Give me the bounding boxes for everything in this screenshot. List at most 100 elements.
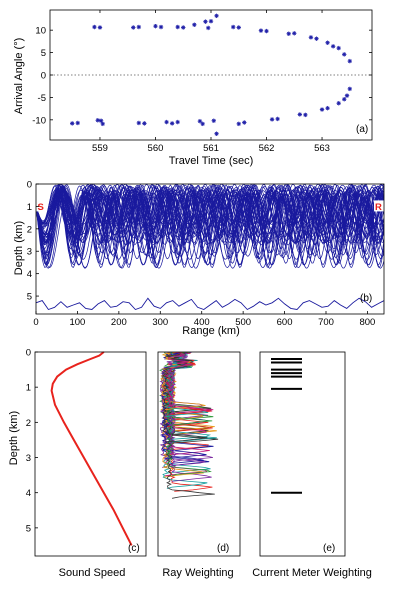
data-point-3 [97,25,103,30]
x-tick-label: 400 [194,317,210,328]
data-point-0 [70,121,75,126]
data-point-49 [344,93,350,98]
data-point-39 [308,35,314,40]
sound-speed-line [50,351,133,546]
data-point-1 [75,120,80,126]
data-point-47 [336,45,341,51]
data-point-38 [303,112,308,118]
y-tick-label: 4 [27,269,32,280]
x-tick-label: 561 [203,143,219,154]
data-point-15 [175,119,180,125]
panel-a-xlabel: Travel Time (sec) [169,155,254,167]
bathymetry-line [35,297,385,311]
data-point-12 [158,24,164,30]
ray-path-43 [36,185,384,229]
data-point-22 [206,25,211,31]
ray-weight-38 [161,352,208,443]
y-tick-label: 5 [41,48,46,59]
y-tick-label: 4 [26,488,31,499]
y-tick-label: 1 [27,202,32,213]
x-tick-label: 200 [111,317,127,328]
source-marker: S [38,202,44,213]
data-point-28 [236,25,241,30]
ray-weighting-lines [159,352,219,499]
data-point-9 [136,120,142,126]
data-point-45 [336,101,341,106]
panel-e-label: (e) [323,543,335,554]
y-tick-label: 0 [27,180,32,191]
panel-b-ylabel: Depth (km) [13,221,25,275]
y-tick-label: 2 [27,224,32,235]
ray-weight-39 [164,352,214,415]
panel-b-axes: 0 100 200 300 400 500 600 700 800 0 1 2 3 4 5 [27,180,385,328]
receiver-marker-bg [374,200,384,212]
y-tick-label: 3 [27,247,32,258]
panel-d: (d) Ray Weighting [157,351,241,579]
data-point-30 [242,120,247,125]
ray-paths [36,184,384,269]
data-point-27 [231,24,236,30]
panel-b-xlabel: Range (km) [182,325,239,337]
data-point-14 [169,121,175,126]
y-tick-label: 0 [41,71,46,82]
data-point-13 [164,119,169,125]
data-point-10 [142,121,147,126]
panel-d-marks [159,352,219,499]
data-point-26 [211,118,216,123]
panel-d-label: (d) [217,543,229,554]
data-point-24 [214,13,219,19]
data-point-31 [258,28,264,33]
ray-path-50 [36,184,384,224]
receiver-marker: R [375,202,382,213]
data-point-6 [100,121,105,127]
data-point-11 [153,23,158,29]
x-tick-label: 560 [148,143,164,154]
panel-e: (e) Current Meter Weighting [252,351,372,579]
data-point-32 [264,28,269,34]
panel-a-ylabel: Arrival Angle (°) [13,38,25,115]
panel-c-ylabel: Depth (km) [8,411,20,465]
source-marker-bg [36,200,45,212]
data-point-35 [286,31,291,36]
y-tick-label: 1 [26,383,31,394]
data-point-2 [92,24,97,30]
y-tick-label: 0 [26,348,31,359]
ray-path-48 [36,193,384,254]
x-tick-label: 559 [92,143,108,154]
data-point-51 [347,86,352,92]
panel-a-label: (a) [356,124,368,135]
data-point-34 [275,116,280,122]
panel-c-label: (c) [128,543,140,554]
data-point-42 [325,105,330,111]
y-tick-label: 5 [26,523,31,534]
ray-weight-37 [163,352,209,418]
panel-a: 559 560 561 562 563 10 5 0 -5 -10 (a) Travel Time… [13,9,373,167]
x-tick-label: 0 [33,317,38,328]
x-tick-label: 700 [318,317,334,328]
panel-a-axes: 559 560 561 562 563 10 5 0 -5 -10 [32,9,373,154]
ray-path-45 [36,185,384,245]
data-point-25 [214,131,219,136]
data-point-43 [325,40,330,45]
panel-c-xlabel: Sound Speed [59,567,126,579]
data-point-8 [136,24,142,30]
data-point-19 [200,121,205,127]
data-point-50 [347,58,352,64]
panel-a-marks [50,13,372,136]
y-tick-label: 5 [27,292,32,303]
data-point-18 [192,22,197,27]
data-point-16 [175,24,180,30]
ray-path-34 [36,195,384,234]
x-tick-label: 562 [259,143,275,154]
panel-c-axes: 0 1 2 3 4 5 [26,348,147,557]
x-tick-label: 500 [235,317,251,328]
ray-path-47 [36,193,384,238]
ray-weight-34 [165,352,212,477]
data-point-41 [319,107,325,112]
data-point-29 [236,121,241,127]
plot-frame [157,351,241,557]
ray-weight-35 [167,352,213,463]
y-tick-label: 2 [26,418,31,429]
data-point-37 [297,112,303,117]
